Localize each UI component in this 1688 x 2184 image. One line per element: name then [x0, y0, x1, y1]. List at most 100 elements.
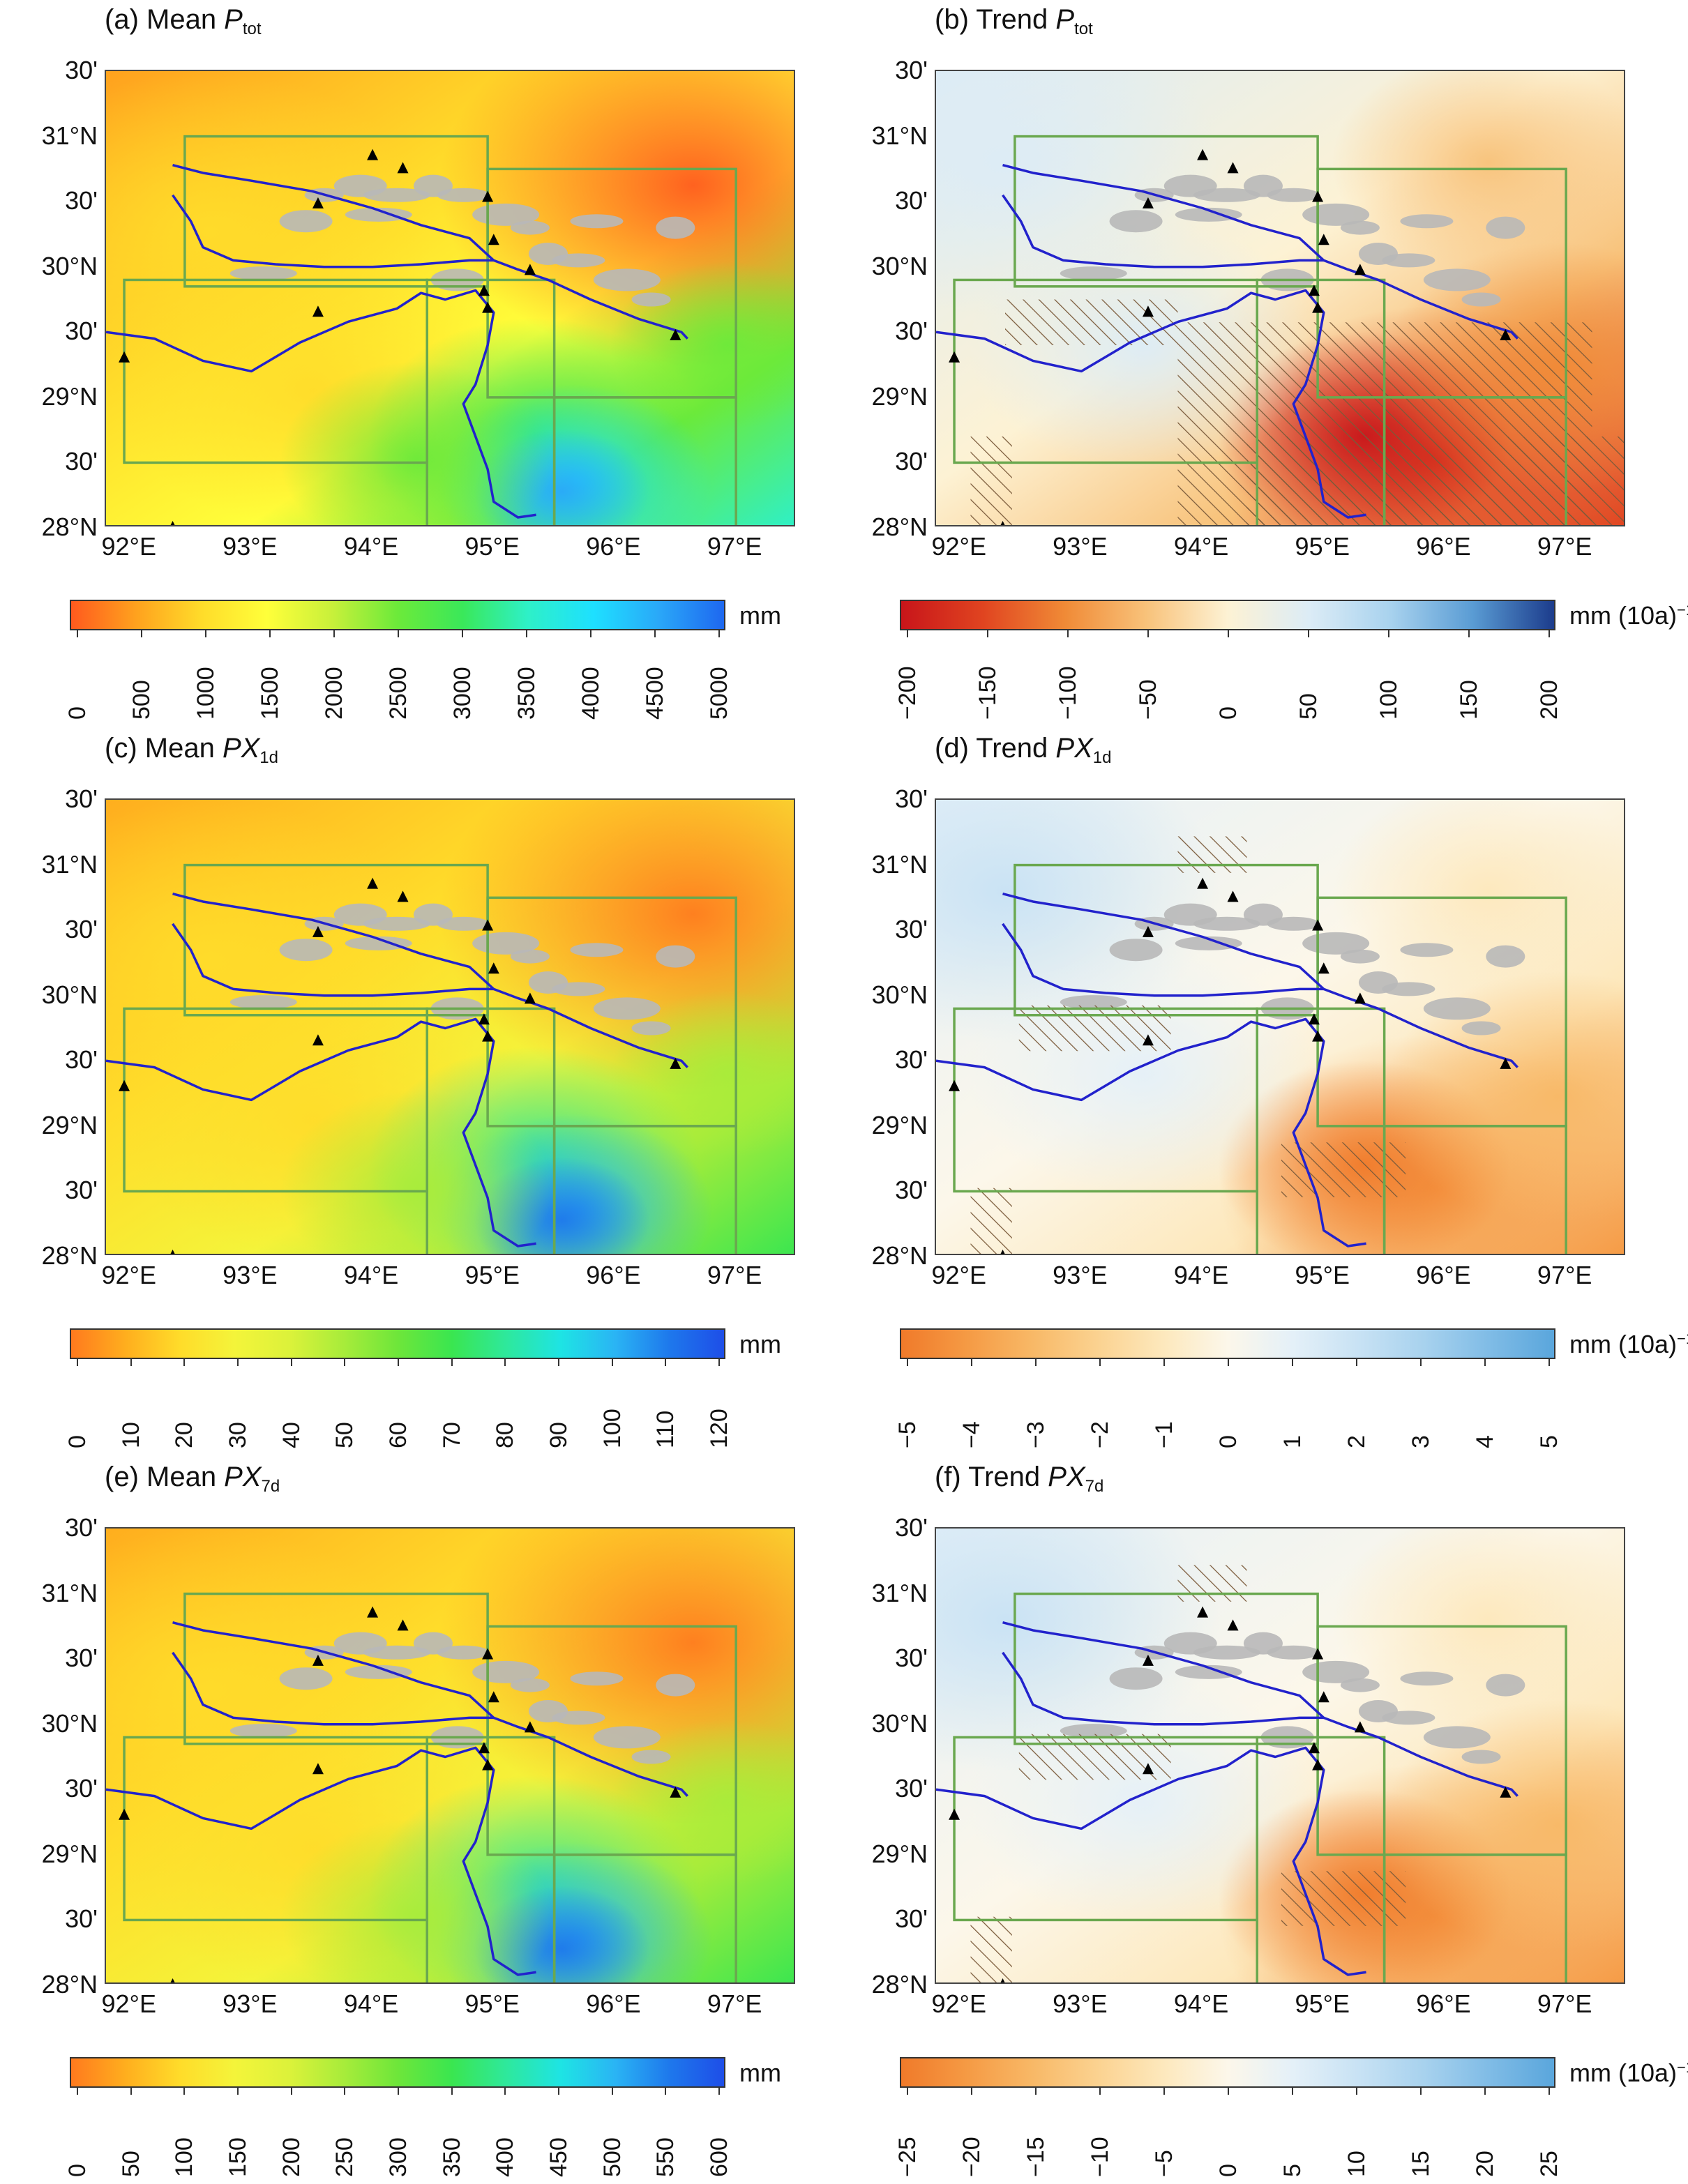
colorbar-tick-label: −5 — [894, 1421, 921, 1448]
panel-title: (d) Trend PX1d — [935, 733, 1111, 768]
panel-title-label: (d) Trend — [935, 733, 1056, 764]
colorbar-tick — [1228, 2088, 1229, 2095]
lat-label: 30' — [65, 447, 98, 476]
lat-label: 30' — [895, 915, 928, 944]
colorbar-tick — [1484, 1359, 1486, 1366]
lon-label: 94°E — [1173, 1989, 1229, 2018]
colorbar-unit: mm — [739, 2058, 781, 2088]
lon-label: 97°E — [1537, 1989, 1592, 2018]
colorbar-tick-label: 15 — [1408, 2151, 1434, 2177]
lat-label: 30' — [65, 1045, 98, 1075]
colorbar-tick-label: 50 — [117, 2151, 144, 2177]
colorbar-tick — [971, 1359, 972, 1366]
panel-a: (a) Mean Ptot 30' 31°N 30' 30°N 30' 29°N 30' 28°… — [0, 0, 844, 727]
lat-label: 30' — [895, 447, 928, 476]
lat-label: 30' — [65, 186, 98, 215]
colorbar-tick — [1356, 1359, 1357, 1366]
panel-title-variable: PX — [224, 1462, 262, 1492]
colorbar-tick — [398, 1359, 399, 1366]
colorbar-tick-label: 150 — [225, 2137, 251, 2177]
panel-title-subscript: 7d — [261, 1477, 280, 1496]
colorbar-tick — [1308, 630, 1309, 637]
colorbar-tick-label: −50 — [1135, 679, 1161, 720]
lon-label: 95°E — [465, 1989, 520, 2018]
colorbar-tick — [237, 2088, 239, 2095]
colorbar-tick — [1228, 630, 1229, 637]
lat-label: 30' — [895, 317, 928, 346]
colorbar-tick — [290, 1359, 292, 1366]
colorbar-tick — [907, 1359, 908, 1366]
colorbar-tick — [344, 2088, 346, 2095]
colorbar-tick — [1099, 2088, 1101, 2095]
colorbar-tick-label: 80 — [492, 1422, 519, 1448]
lat-label: 30' — [895, 1176, 928, 1205]
colorbar-tick — [77, 630, 78, 637]
lon-label: 97°E — [707, 1261, 762, 1289]
colorbar-tick-label: −4 — [958, 1421, 985, 1448]
panel-c: (c) Mean PX1d 30' 31°N 30' 30°N 30' 29°N 30' 28°… — [0, 729, 844, 1455]
map-f — [935, 1527, 1625, 1984]
panel-title-label: (f) Trend — [935, 1462, 1048, 1492]
colorbar-tick — [269, 630, 271, 637]
colorbar-tick-label: 1 — [1279, 1435, 1306, 1448]
colorbar-tick — [611, 1359, 613, 1366]
colorbar-tick — [451, 2088, 453, 2095]
lon-label: 95°E — [465, 1261, 520, 1289]
colorbar-tick — [971, 2088, 972, 2095]
colorbar-tick-label: 3000 — [449, 667, 476, 720]
lon-label: 95°E — [1295, 1261, 1350, 1289]
lat-label: 30' — [65, 784, 98, 813]
lat-label: 29°N — [41, 1839, 98, 1868]
colorbar-tick-label: 150 — [1456, 680, 1482, 720]
colorbar-tick — [718, 2088, 720, 2095]
lat-label: 29°N — [871, 1839, 928, 1868]
lat-label: 30' — [895, 1904, 928, 1934]
colorbar-unit: mm — [739, 601, 781, 630]
colorbar-unit: mm — [739, 1330, 781, 1359]
colorbar-tick-label: 0 — [1215, 706, 1242, 720]
panel-title-label: (a) Mean — [105, 4, 225, 35]
colorbar-tick — [504, 2088, 506, 2095]
colorbar-tick-label: 60 — [385, 1422, 412, 1448]
colorbar-tick — [290, 2088, 292, 2095]
colorbar-tick-label: 50 — [331, 1422, 359, 1448]
map-d — [935, 798, 1625, 1255]
lon-label: 93°E — [1053, 1989, 1108, 2018]
lon-label: 94°E — [1173, 1261, 1229, 1289]
colorbar-tick — [1292, 1359, 1293, 1366]
panel-title-subscript: 1d — [1092, 748, 1112, 767]
lat-label: 30' — [895, 186, 928, 215]
colorbar-tick-label: 30 — [225, 1422, 251, 1448]
panel-title: (f) Trend PX7d — [935, 1462, 1103, 1496]
colorbar-tick — [718, 1359, 720, 1366]
colorbar-tick-label: 0 — [64, 2164, 91, 2177]
map-c — [105, 798, 795, 1255]
colorbar-tick — [987, 630, 988, 637]
lat-label: 31°N — [871, 1578, 928, 1607]
lat-label: 30' — [65, 1644, 98, 1673]
panel-title-variable: PX — [1048, 1462, 1085, 1492]
lon-label: 95°E — [1295, 532, 1350, 561]
colorbar-tick — [1548, 630, 1550, 637]
lon-label: 93°E — [1053, 1261, 1108, 1289]
lon-label: 95°E — [1295, 1989, 1350, 2018]
colorbar-tick-label: −2 — [1087, 1421, 1113, 1448]
colorbar-tick — [1468, 630, 1470, 637]
colorbar — [900, 2057, 1555, 2088]
colorbar-tick-label: 0 — [64, 706, 91, 720]
colorbar — [900, 600, 1555, 630]
lon-label: 92°E — [101, 1261, 156, 1289]
unit-text: mm (10a) — [1569, 601, 1678, 630]
colorbar-tick — [665, 1359, 667, 1366]
colorbar-tick-label: 40 — [278, 1422, 305, 1448]
colorbar-tick-label: 3 — [1408, 1435, 1434, 1448]
lat-label: 31°N — [41, 849, 98, 879]
colorbar-tick — [526, 630, 527, 637]
panel-title-label: (e) Mean — [105, 1462, 225, 1492]
lon-label: 94°E — [343, 1261, 399, 1289]
colorbar-tick — [1099, 1359, 1101, 1366]
lon-label: 92°E — [101, 532, 156, 561]
colorbar-tick-label: 20 — [1472, 2151, 1498, 2177]
colorbar-tick-label: −3 — [1023, 1421, 1049, 1448]
colorbar-tick-label: 2000 — [321, 667, 347, 720]
